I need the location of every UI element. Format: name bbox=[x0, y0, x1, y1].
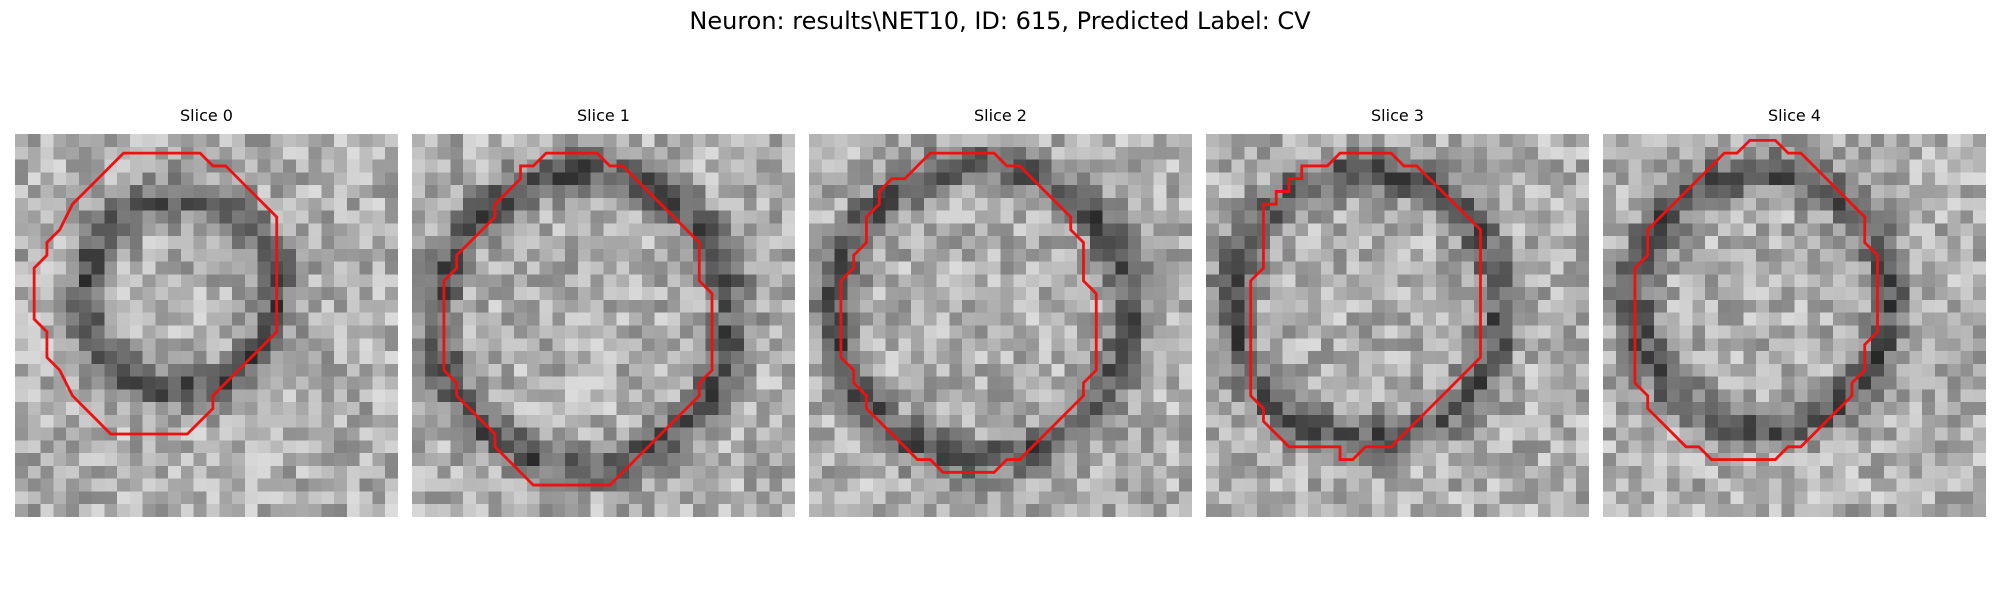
slice-title: Slice 3 bbox=[1206, 106, 1589, 126]
slice-image bbox=[1603, 134, 1986, 517]
pixel-texture bbox=[412, 134, 795, 517]
slice-image bbox=[1206, 134, 1589, 517]
slice-panel-1: Slice 1 bbox=[412, 106, 795, 517]
pixel-texture bbox=[15, 134, 398, 517]
slice-title: Slice 4 bbox=[1603, 106, 1986, 126]
slice-panel-4: Slice 4 bbox=[1603, 106, 1986, 517]
slice-title: Slice 2 bbox=[809, 106, 1192, 126]
slice-title: Slice 1 bbox=[412, 106, 795, 126]
slice-image bbox=[412, 134, 795, 517]
slice-panel-3: Slice 3 bbox=[1206, 106, 1589, 517]
slice-title: Slice 0 bbox=[15, 106, 398, 126]
slice-image bbox=[15, 134, 398, 517]
slice-image bbox=[809, 134, 1192, 517]
slice-panel-2: Slice 2 bbox=[809, 106, 1192, 517]
pixel-texture bbox=[1603, 134, 1986, 517]
slice-panel-0: Slice 0 bbox=[15, 106, 398, 517]
pixel-texture bbox=[809, 134, 1192, 517]
pixel-texture bbox=[1206, 134, 1589, 517]
figure-title: Neuron: results\NET10, ID: 615, Predicte… bbox=[0, 6, 2000, 36]
